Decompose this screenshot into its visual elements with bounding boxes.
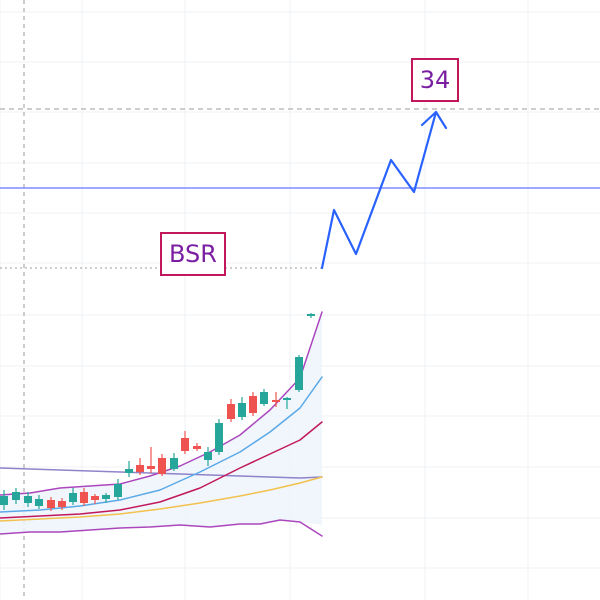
ma-fast-line [0,376,323,513]
candle-body-26 [295,357,303,390]
bollinger-band-fill [0,312,322,534]
candle-body-12 [136,465,144,472]
candle-body-20 [227,404,235,419]
candle-body-2 [24,496,32,503]
target-label: 34 [411,58,459,102]
candle-body-7 [80,492,88,503]
candle-body-9 [102,495,110,499]
candle-body-13 [147,466,155,469]
purple-ma-line [0,467,323,479]
candle-body-25 [283,398,291,400]
projection-arrowhead [420,110,448,130]
candle-body-10 [114,484,122,497]
projection-path [320,110,448,270]
ma-slow-line [0,476,323,522]
candle-body-18 [204,452,212,460]
ma-mid-line [0,421,323,519]
candle-body-11 [125,469,133,473]
candle-body-4 [47,500,55,508]
candle-body-3 [35,499,43,506]
candle-body-17 [193,446,201,449]
bsr-label: BSR [160,232,226,276]
candle-body-15 [170,458,178,469]
indicator-lines [0,311,323,537]
projection-line [320,110,438,270]
candle-body-5 [58,501,66,507]
candle-body-22 [249,396,257,413]
candle-body-23 [260,392,268,404]
candle-body-21 [238,403,246,417]
candle-body-27 [307,314,315,316]
candle-body-24 [272,400,280,402]
candle-body-0 [0,496,8,505]
candle-body-16 [181,438,189,451]
candlestick-series [0,313,315,511]
candle-body-6 [69,493,77,502]
candle-body-1 [12,492,20,500]
candle-body-8 [91,496,99,500]
candle-body-14 [158,458,166,474]
bollinger-lower-line [0,519,323,537]
candle-body-19 [215,423,223,452]
